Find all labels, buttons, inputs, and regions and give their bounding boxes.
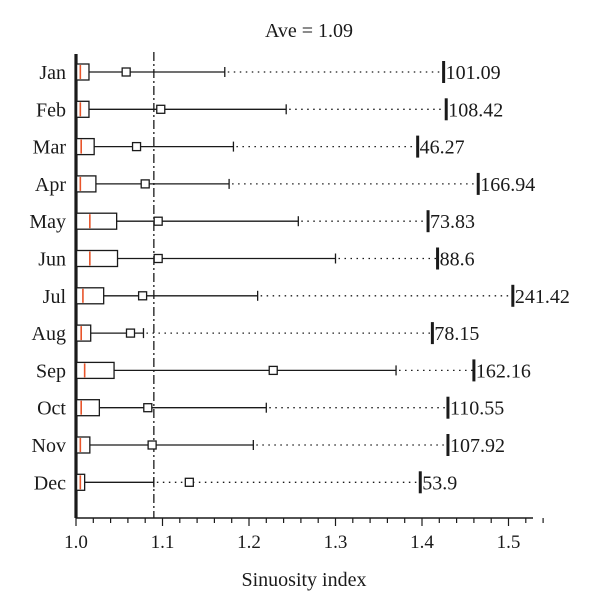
max-value-label: 107.92 — [450, 435, 505, 457]
month-label: Apr — [35, 174, 66, 196]
month-label: Sep — [36, 360, 66, 382]
month-label: May — [29, 211, 66, 233]
box-rows: Jan 101.09 Feb 108.42 Mar 46.27 Apr 166.94 May 73… — [29, 61, 570, 494]
row-apr: Apr 166.94 — [35, 172, 535, 196]
row-may: May 73.83 — [29, 210, 475, 233]
x-tick-label: 1.2 — [237, 532, 261, 553]
mean-marker — [268, 365, 278, 376]
x-tick-label: 1.1 — [151, 532, 175, 553]
row-oct: Oct 110.55 — [37, 396, 504, 420]
mean-marker — [140, 179, 150, 189]
row-jul: Jul 241.42 — [43, 284, 570, 308]
max-value-label: 101.09 — [446, 62, 501, 84]
max-value-label: 162.16 — [476, 360, 531, 382]
iqr-box — [75, 100, 90, 118]
month-label: Jul — [43, 286, 67, 308]
mean-marker — [143, 403, 153, 413]
max-value-label: 110.55 — [450, 398, 504, 420]
iqr-box — [75, 399, 101, 417]
iqr-box — [75, 212, 118, 230]
chart-title: Ave = 1.09 — [265, 20, 353, 42]
mean-marker — [125, 328, 136, 338]
month-label: Nov — [32, 435, 66, 457]
row-dec: Dec 53.9 — [34, 471, 457, 494]
x-tick-label: 1.4 — [410, 532, 434, 553]
row-jan: Jan 101.09 — [39, 61, 501, 84]
row-feb: Feb 108.42 — [36, 98, 503, 121]
row-aug: Aug 78.15 — [32, 322, 479, 345]
month-label: Jan — [39, 62, 66, 84]
iqr-box — [75, 287, 105, 305]
mean-marker — [153, 216, 163, 226]
month-label: Aug — [32, 323, 66, 345]
mean-marker — [153, 253, 163, 264]
mean-marker — [156, 104, 166, 114]
max-value-label: 46.27 — [420, 137, 465, 159]
x-tick-label: 1.5 — [497, 532, 521, 553]
mean-marker — [137, 291, 148, 301]
month-label: Dec — [34, 472, 66, 494]
max-value-label: 88.6 — [440, 249, 475, 271]
month-label: Mar — [33, 137, 67, 159]
mean-marker — [131, 141, 142, 152]
mean-marker — [184, 477, 194, 487]
iqr-box — [75, 249, 119, 268]
month-label: Jun — [38, 249, 66, 271]
row-nov: Nov 107.92 — [32, 434, 505, 457]
iqr-box — [75, 63, 90, 81]
max-value-label: 166.94 — [480, 174, 535, 196]
x-tick-label: 1.3 — [324, 532, 348, 553]
mean-marker — [121, 67, 131, 77]
iqr-box — [75, 436, 91, 454]
x-tick-label: 1.0 — [64, 532, 88, 553]
iqr-box — [75, 361, 115, 380]
row-mar: Mar 46.27 — [33, 135, 465, 159]
max-value-label: 78.15 — [434, 323, 479, 345]
mean-marker — [147, 440, 157, 450]
row-jun: Jun 88.6 — [38, 247, 475, 271]
max-value-label: 73.83 — [430, 211, 475, 233]
max-value-label: 53.9 — [422, 472, 457, 494]
row-sep: Sep 162.16 — [36, 359, 531, 382]
x-axis-label: Sinuosity index — [241, 569, 366, 591]
month-label: Oct — [37, 398, 66, 420]
iqr-box — [75, 137, 95, 156]
max-value-label: 241.42 — [515, 286, 570, 308]
x-axis: 1.0 1.1 1.2 1.3 1.4 1.5 — [64, 54, 544, 553]
max-value-label: 108.42 — [448, 99, 503, 121]
iqr-box — [75, 324, 92, 342]
month-label: Feb — [36, 99, 66, 121]
iqr-box — [75, 175, 97, 193]
